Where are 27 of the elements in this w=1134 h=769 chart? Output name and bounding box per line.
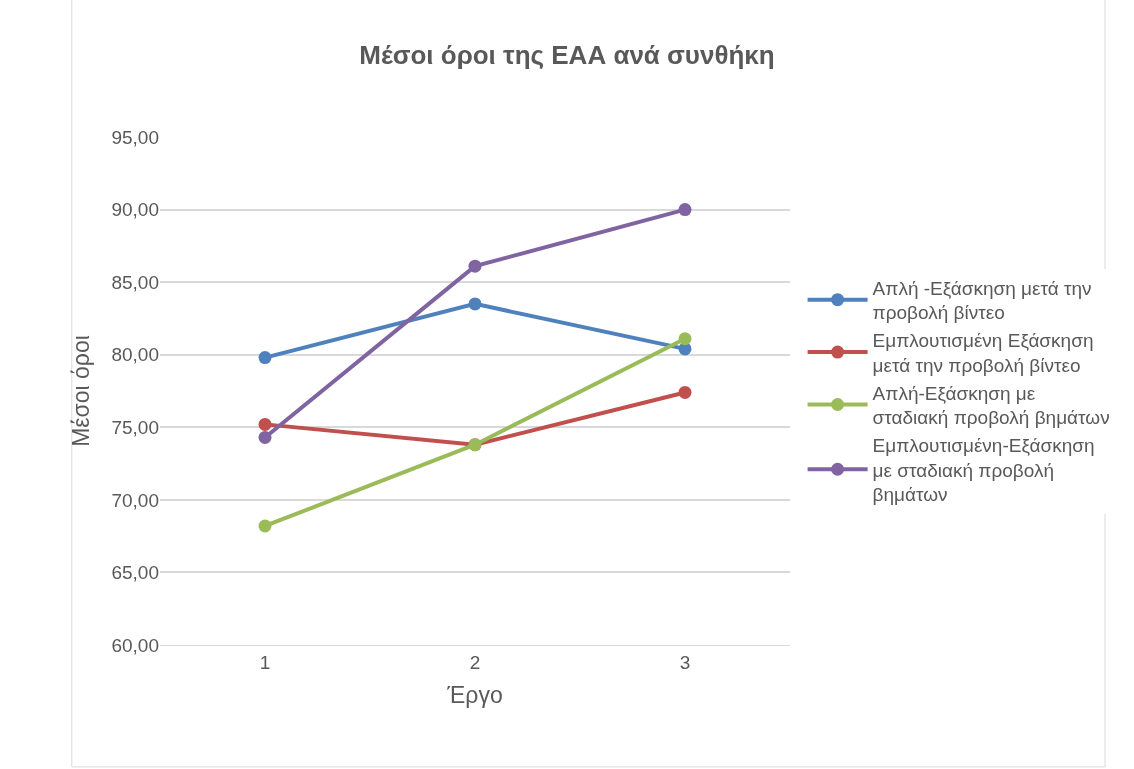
point [258,417,272,431]
y-tick-label: 60,00 [111,634,159,656]
y-tick-label: 75,00 [111,416,159,438]
y-tick-label: 80,00 [111,344,159,366]
y-tick-label: 95,00 [111,126,159,148]
y-tick-label: 85,00 [111,271,159,293]
point [678,332,692,346]
point [678,203,692,217]
point [678,385,692,399]
point [258,430,272,444]
legend-label: Εμπλουτισμένη-Εξάσκηση με σταδιακή προβολή βημάτων [872,434,1095,506]
point [468,259,482,273]
chart-title: Μέσοι όροι της ΕΑΑ ανά συνθήκη [359,40,775,71]
y-tick-label: 70,00 [111,489,159,511]
y-tick-label: 90,00 [111,199,159,221]
legend-label: Απλή -Εξάσκηση μετά την προβολή βίντεο [872,277,1092,324]
x-axis-title: Έργο [446,682,503,709]
x-tick-label: 2 [469,651,481,673]
x-tick-label: 3 [679,651,691,673]
legend-label: Εμπλουτισμένη Εξάσκηση μετά την προβολή βίντεο [872,330,1094,376]
legend-label: Απλή-Εξάσκηση με σταδιακή προβολή βημάτων [872,382,1110,429]
point [258,351,272,365]
x-tick-label: 1 [259,651,271,673]
point [258,519,272,533]
y-tick-label: 65,00 [111,562,159,584]
y-axis-title: Μέσοι όροι [67,335,94,447]
point [468,297,482,311]
